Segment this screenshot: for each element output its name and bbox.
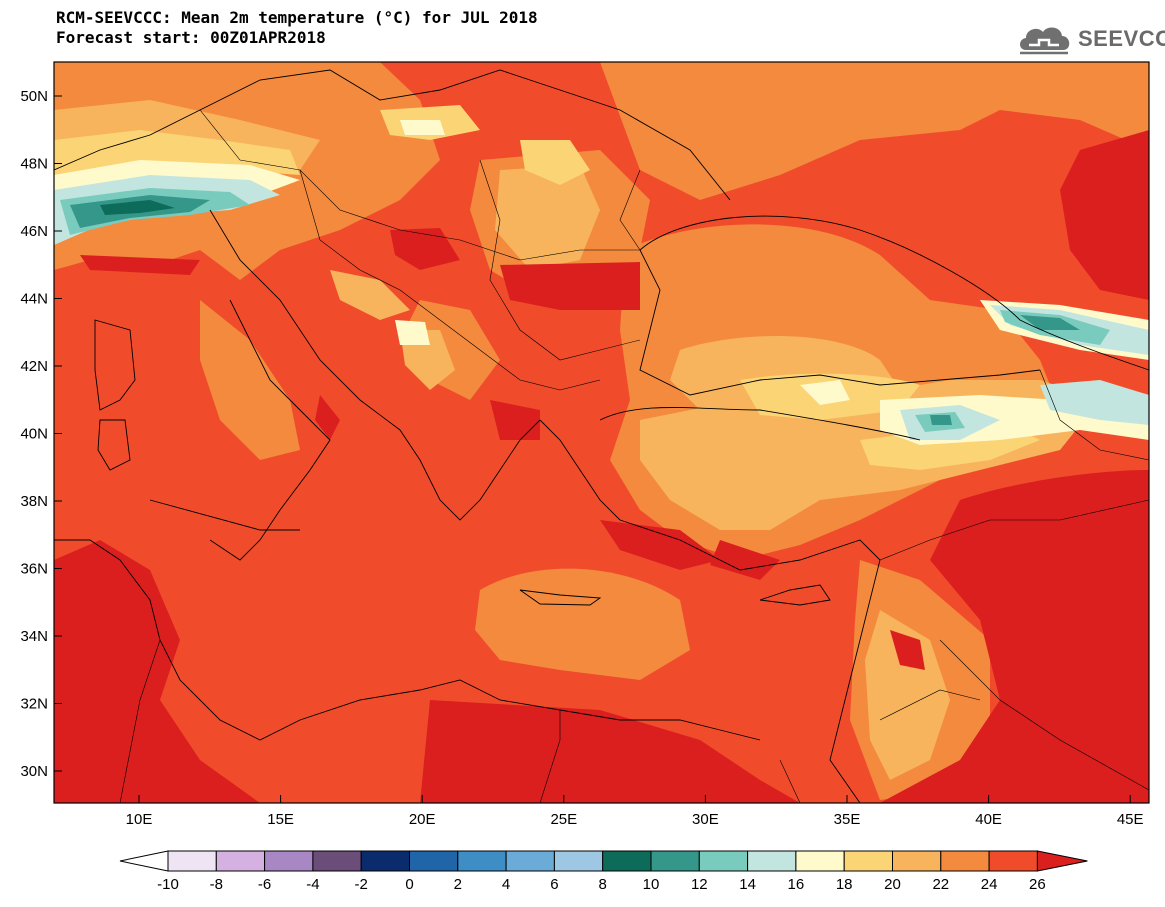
colorbar-label: 2 [454, 876, 462, 893]
lat-tick-label: 36N [20, 561, 48, 578]
colorbar-segment [360, 850, 411, 872]
colorbar-segment [553, 850, 604, 872]
colorbar-label: -10 [157, 876, 179, 893]
colorbar-segment [409, 850, 459, 872]
colorbar-label: 0 [405, 876, 413, 893]
zone-above-26 [54, 130, 1149, 803]
lat-tick-label: 50N [20, 88, 48, 105]
lon-tick-label: 20E [409, 811, 436, 828]
seevccc-logo: SEEVCCC [1016, 22, 1165, 56]
lat-tick-label: 46N [20, 223, 48, 240]
colorbar-label: 18 [836, 876, 853, 893]
colorbar-segment [795, 850, 845, 872]
lat-tick-label: 30N [20, 763, 48, 780]
lon-tick-label: 25E [550, 811, 577, 828]
longitude-axis: 10E 15E 20E 25E 30E 35E 40E 45E [126, 795, 1144, 828]
map-frame [53, 61, 1150, 804]
colorbar-segment [264, 850, 314, 872]
colorbar-label: 16 [788, 876, 805, 893]
lat-tick-label: 42N [20, 358, 48, 375]
colorbar: -10 -8 -6 -4 -2 0 2 4 6 8 10 12 14 16 18 20 22 24 26 [119, 850, 1088, 893]
colorbar-label: -2 [355, 876, 368, 893]
colorbar-label: 10 [643, 876, 660, 893]
lat-tick-label: 48N [20, 156, 48, 173]
colorbar-segment [892, 850, 942, 872]
title-block: RCM-SEEVCCC: Mean 2m temperature (°C) fo… [56, 8, 538, 48]
colorbar-segment [505, 850, 555, 872]
lon-tick-label: 45E [1117, 811, 1144, 828]
forecast-start-label: Forecast start: 00Z01APR2018 [56, 28, 326, 47]
country-borders [119, 109, 1149, 803]
colorbar-segment [698, 850, 749, 872]
colorbar-segment [312, 850, 362, 872]
colorbar-segment [457, 850, 507, 872]
colorbar-segment [167, 850, 217, 872]
colorbar-label: 20 [884, 876, 901, 893]
lat-tick-label: 38N [20, 493, 48, 510]
cloud-logo-icon [1020, 27, 1070, 55]
lat-tick-label: 32N [20, 696, 48, 713]
coastlines [54, 69, 1149, 803]
zone-8-10 [100, 200, 175, 215]
lat-tick-label: 44N [20, 291, 48, 308]
colorbar-segment [843, 850, 894, 872]
lat-tick-label: 40N [20, 426, 48, 443]
colorbar-segment [988, 850, 1038, 872]
colorbar-under-triangle [119, 850, 169, 872]
colorbar-segment [650, 850, 700, 872]
colorbar-segment [940, 850, 990, 872]
colorbar-segment [602, 850, 652, 872]
map-title: RCM-SEEVCCC: Mean 2m temperature (°C) fo… [56, 8, 538, 27]
lon-tick-label: 35E [834, 811, 861, 828]
colorbar-label: -6 [258, 876, 271, 893]
colorbar-label: 6 [550, 876, 558, 893]
colorbar-label: 26 [1029, 876, 1046, 893]
colorbar-label: -4 [306, 876, 319, 893]
lon-tick-label: 30E [692, 811, 719, 828]
colorbar-label: 22 [932, 876, 949, 893]
lon-tick-label: 15E [267, 811, 294, 828]
colorbar-label: 12 [691, 876, 708, 893]
colorbar-label: 8 [599, 876, 607, 893]
colorbar-label: 4 [502, 876, 510, 893]
colorbar-segment [215, 850, 266, 872]
lat-tick-label: 34N [20, 628, 48, 645]
temperature-field [54, 62, 1149, 803]
latitude-axis: 50N 48N 46N 44N 42N 40N 38N 36N 34N 32N 30N [20, 88, 62, 780]
colorbar-segment [747, 850, 797, 872]
lon-tick-label: 10E [126, 811, 153, 828]
logo-text: SEEVCCC [1078, 26, 1165, 51]
colorbar-label: 24 [981, 876, 998, 893]
colorbar-label: -8 [210, 876, 223, 893]
colorbar-label: 14 [739, 876, 756, 893]
lon-tick-label: 40E [975, 811, 1002, 828]
colorbar-over-triangle [1036, 850, 1088, 872]
